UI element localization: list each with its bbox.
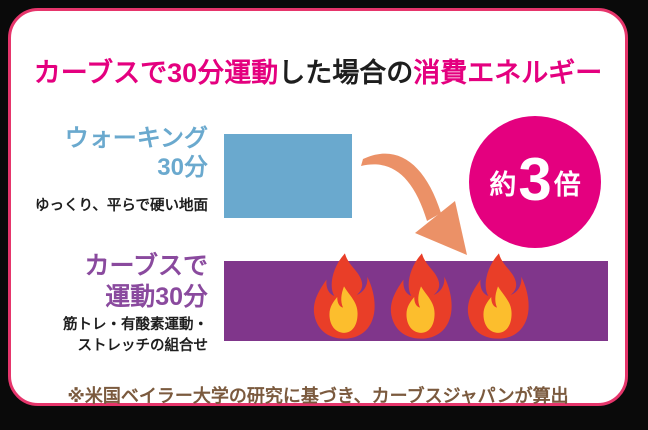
- flame-icon: [313, 253, 375, 339]
- badge-suffix: 倍: [553, 169, 581, 200]
- curves-subtitle-line1: 筋トレ・有酸素運動・: [63, 317, 208, 333]
- walking-label: ウォーキング 30分: [39, 125, 208, 183]
- badge-prefix: 約: [489, 169, 517, 200]
- curves-label: カーブスで 運動30分: [39, 251, 208, 312]
- curved-arrow-icon: [361, 153, 467, 255]
- title-segment-pink-2: 消費エネルギー: [413, 58, 603, 88]
- curves-subtitle: 筋トレ・有酸素運動・ ストレッチの組合せ: [29, 315, 208, 357]
- footnote: ※米国ベイラー大学の研究に基づき、カーブスジャパンが算出: [67, 386, 569, 406]
- walking-label-line2: 30分: [157, 153, 208, 181]
- multiplier-badge: 約 3 倍: [469, 116, 601, 248]
- walking-label-line1: ウォーキング: [64, 125, 208, 152]
- curves-label-line1: カーブスで: [84, 252, 208, 280]
- page-title: カーブスで30分運動した場合の消費エネルギー: [11, 51, 625, 90]
- curves-bar: [224, 253, 608, 341]
- flame-icon: [390, 253, 452, 339]
- walking-subtitle: ゆっくり、平らで硬い地面: [35, 198, 208, 214]
- walking-bar: [224, 134, 352, 218]
- title-segment-dark: した場合の: [278, 58, 414, 88]
- flames: [313, 250, 529, 342]
- title-segment-pink-1: カーブスで30分運動: [33, 58, 279, 88]
- curves-subtitle-line2: ストレッチの組合せ: [77, 338, 209, 355]
- infographic-card: カーブスで30分運動した場合の消費エネルギー ウォーキング 30分 ゆっくり、平…: [8, 8, 628, 406]
- badge-value: 3: [518, 146, 552, 213]
- flame-icon: [467, 253, 529, 339]
- curves-label-line2: 運動30分: [105, 282, 208, 311]
